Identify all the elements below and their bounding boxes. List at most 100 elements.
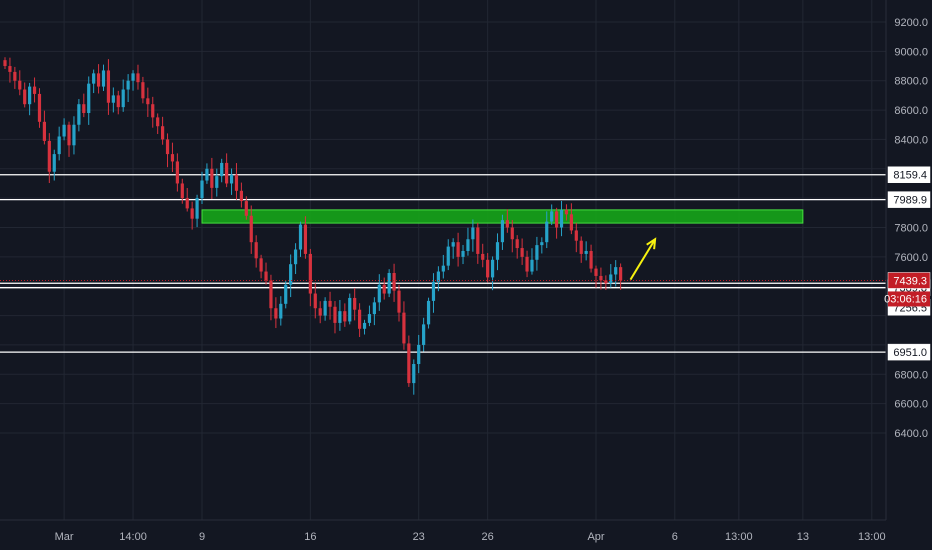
candle-body — [205, 168, 209, 181]
candle-body — [382, 284, 386, 294]
candle-body — [52, 154, 56, 172]
candle-body — [161, 126, 165, 140]
candlestick-series — [3, 57, 623, 395]
candle-body — [564, 209, 569, 215]
candle-body — [367, 314, 372, 323]
price-tick-label: 7800.0 — [894, 223, 928, 235]
candle-body — [520, 248, 524, 257]
candle-body — [37, 93, 42, 122]
candle-body — [62, 124, 66, 137]
candle-body — [545, 221, 549, 243]
candle-body — [446, 246, 450, 266]
time-tick-label: 6 — [672, 531, 678, 543]
level-price-tag: 7989.9 — [893, 195, 927, 207]
countdown-box — [888, 291, 930, 307]
candle-body — [481, 253, 485, 260]
candle-body — [180, 183, 184, 199]
candle-body — [215, 176, 219, 188]
time-tick-label: 13 — [797, 531, 809, 543]
candle-body — [249, 215, 253, 243]
time-axis[interactable]: Mar 14:00 9 16 23 26 Apr 6 13:00 13 13:00 — [0, 519, 886, 543]
candle-body — [195, 198, 199, 219]
candle-body — [165, 139, 170, 155]
candle-body — [412, 364, 416, 384]
candle-body — [323, 300, 327, 316]
candle-body — [18, 80, 22, 90]
candle-body — [13, 71, 17, 81]
candle-body — [175, 161, 179, 184]
candle-body — [77, 104, 81, 125]
countdown-label: 03:06:16 — [884, 293, 927, 305]
candle-body — [284, 284, 288, 304]
candle-body — [407, 343, 411, 384]
candle-body — [500, 220, 505, 243]
candle-body — [239, 190, 243, 202]
candle-body — [126, 80, 130, 90]
candle-body — [372, 302, 376, 315]
candle-body — [136, 73, 140, 83]
candle-body — [387, 273, 391, 294]
candle-body — [579, 240, 583, 254]
candle-body — [279, 303, 283, 319]
candle-body — [259, 258, 263, 272]
candle-body — [23, 89, 27, 105]
candle-body — [318, 308, 322, 316]
candle-body — [338, 311, 342, 323]
candle-body — [225, 162, 229, 184]
candle-body — [441, 265, 445, 272]
projection-arrow — [629, 237, 657, 281]
candle-body — [308, 253, 312, 294]
candle-body — [333, 306, 337, 323]
candle-body — [540, 242, 544, 246]
candle-body — [111, 95, 115, 103]
candle-body — [200, 180, 204, 199]
candle-body — [146, 98, 150, 105]
candle-body — [343, 311, 347, 322]
price-tick-label: 9200.0 — [894, 17, 928, 29]
candle-body — [293, 249, 298, 265]
time-tick-label: 9 — [199, 531, 205, 543]
candle-body — [461, 250, 465, 257]
price-tick-label: 8600.0 — [894, 105, 928, 117]
current-price-tag-box — [887, 272, 931, 289]
candle-body — [362, 322, 367, 329]
candle-body — [417, 344, 421, 365]
grid-lines — [0, 0, 886, 520]
candle-body — [490, 259, 495, 278]
time-tick-label: 23 — [413, 531, 425, 543]
horizontal-levels — [0, 174, 886, 353]
candle-body — [599, 275, 603, 281]
candle-body — [8, 66, 12, 72]
candle-body — [456, 242, 460, 257]
candle-body — [510, 227, 514, 240]
time-tick-label: 13:00 — [725, 531, 753, 543]
candle-body — [229, 174, 234, 184]
candle-body — [220, 162, 224, 177]
arrow-head — [646, 237, 657, 250]
time-tick-label: 14:00 — [119, 531, 147, 543]
candle-body — [244, 201, 248, 216]
candle-body — [397, 290, 401, 313]
candle-body — [32, 86, 37, 94]
price-axis[interactable]: 9200.0 9000.0 8800.0 8600.0 8400.0 7800.0 7600… — [884, 0, 932, 550]
candle-body — [358, 309, 362, 329]
arrow-shaft — [629, 238, 656, 281]
candle-body — [298, 224, 303, 250]
candle-body — [72, 124, 76, 146]
current-price-tag: 7439.3 — [893, 275, 927, 287]
price-tick-label: 6800.0 — [894, 369, 928, 381]
candle-body — [3, 60, 7, 67]
candle-body — [589, 250, 593, 269]
level-price-tag: 6951.0 — [893, 347, 927, 359]
candle-body — [82, 104, 86, 114]
time-tick-label: 13:00 — [858, 531, 886, 543]
candle-body — [254, 242, 258, 259]
candle-body — [471, 227, 475, 240]
candle-body — [377, 284, 381, 303]
candle-body — [151, 104, 155, 118]
price-tick-label: 9000.0 — [894, 46, 928, 58]
candle-body — [559, 209, 564, 228]
price-tick-label: 6400.0 — [894, 428, 928, 440]
